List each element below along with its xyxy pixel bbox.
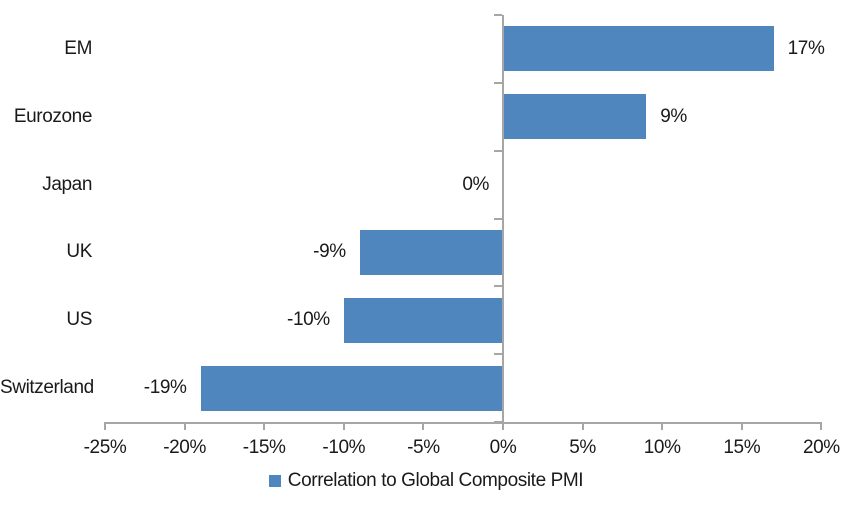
category-label: EM	[64, 37, 92, 59]
x-axis-tick-label: -20%	[163, 437, 206, 458]
x-axis-tick-label: 10%	[643, 437, 681, 458]
x-axis-tick-label: -25%	[83, 437, 127, 458]
x-axis-tick	[820, 422, 823, 430]
x-axis-tick	[502, 422, 504, 430]
bar	[503, 94, 647, 140]
legend-swatch-icon	[268, 475, 281, 487]
category-label: Switzerland	[0, 377, 94, 399]
x-axis-tick	[581, 422, 584, 430]
value-label: -10%	[287, 309, 330, 331]
category-label: US	[66, 309, 92, 331]
category-label: Japan	[42, 173, 92, 195]
category-boundary-tick	[494, 217, 502, 220]
x-axis-tick	[740, 422, 743, 430]
category-label: Eurozone	[13, 105, 93, 127]
x-axis-tick-label: 15%	[723, 437, 761, 458]
x-axis-line	[105, 422, 822, 424]
y-axis-zero-line	[502, 15, 504, 430]
x-axis-tick	[104, 422, 106, 430]
category-boundary-tick	[494, 81, 502, 84]
x-axis-tick-label: 20%	[802, 437, 840, 458]
x-axis-tick-label: -5%	[407, 437, 440, 458]
value-label: 9%	[660, 105, 687, 127]
bar	[200, 365, 503, 411]
x-axis-tick	[183, 422, 186, 430]
bar	[503, 26, 774, 72]
x-axis-tick	[661, 422, 664, 430]
legend: Correlation to Global Composite PMI	[0, 468, 852, 494]
x-axis-tick	[263, 422, 266, 430]
value-label: 0%	[462, 173, 489, 195]
value-label: -19%	[143, 377, 187, 399]
value-label: 17%	[787, 37, 825, 59]
value-label: -9%	[313, 241, 346, 263]
x-axis-tick	[422, 422, 425, 430]
category-boundary-tick	[494, 285, 502, 288]
category-boundary-tick	[494, 353, 502, 356]
bar	[359, 229, 503, 275]
category-boundary-tick	[494, 149, 502, 152]
x-axis-tick-label: -10%	[322, 437, 366, 458]
category-label: UK	[66, 241, 92, 263]
x-axis-tick	[342, 422, 345, 430]
category-boundary-tick	[494, 14, 502, 16]
legend-label: Correlation to Global Composite PMI	[287, 470, 584, 491]
x-axis-tick-label: 0%	[489, 437, 517, 458]
bar	[343, 297, 503, 343]
x-axis-tick-label: 5%	[569, 437, 596, 458]
x-axis-tick-label: -15%	[242, 437, 286, 458]
